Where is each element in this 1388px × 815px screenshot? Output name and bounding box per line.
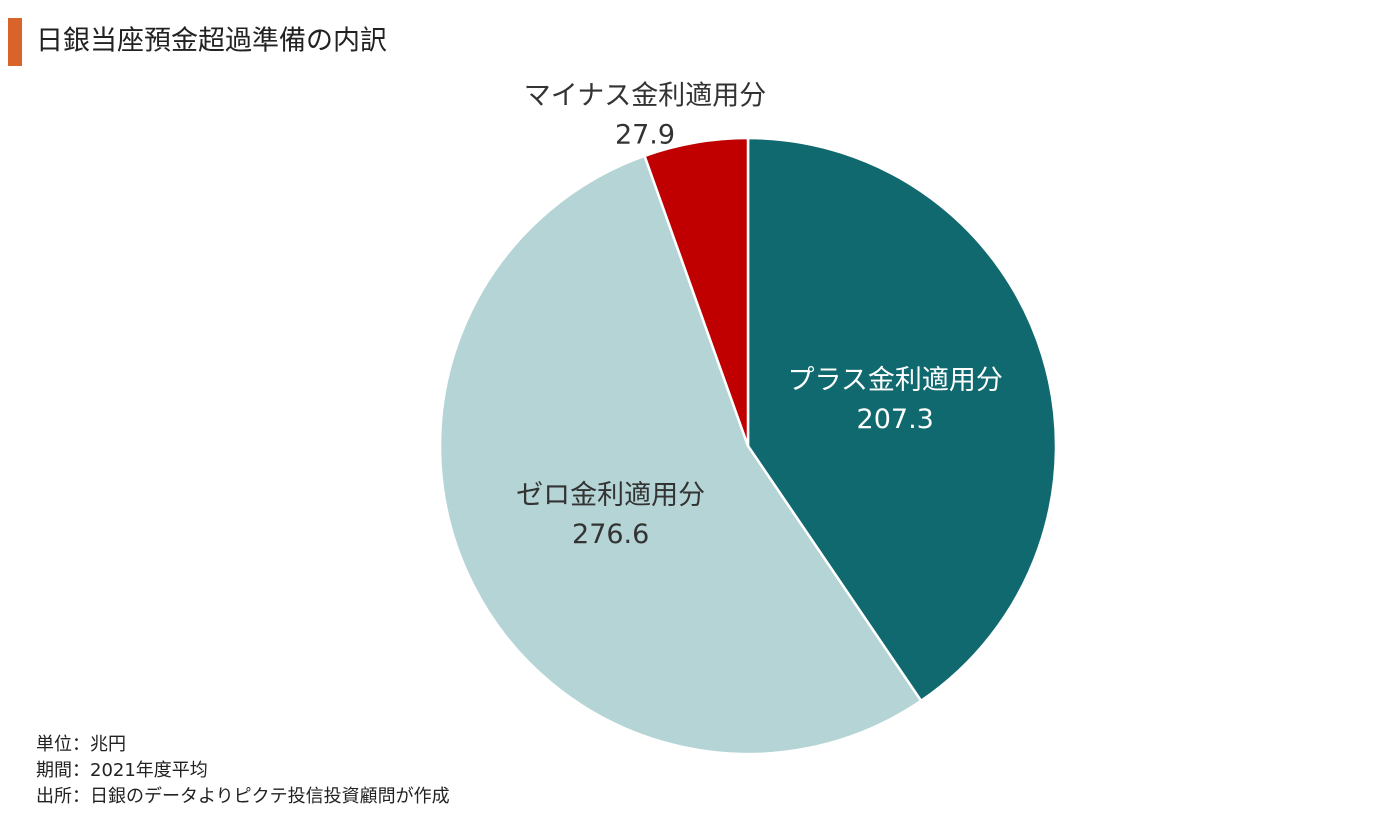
value-label: 207.3 — [857, 404, 934, 435]
pie-slice — [746, 136, 1058, 703]
title-accent — [8, 18, 22, 66]
pie-slice — [642, 136, 750, 447]
value-label: 276.6 — [572, 519, 649, 550]
slice-label: マイナス金利適用分 — [524, 81, 766, 112]
slice-label: プラス金利適用分 — [787, 365, 1002, 396]
value-label: 27.9 — [615, 120, 675, 151]
pie-slice — [438, 154, 923, 756]
slice-label: ゼロ金利適用分 — [516, 480, 705, 511]
chart-title: 日銀当座預金超過準備の内訳 — [36, 26, 387, 57]
note: 期間：2021年度平均 — [36, 760, 208, 781]
note: 出所：日銀のデータよりピクテ投信投資顧問が作成 — [36, 786, 450, 807]
note: 単位：兆円 — [36, 734, 126, 755]
